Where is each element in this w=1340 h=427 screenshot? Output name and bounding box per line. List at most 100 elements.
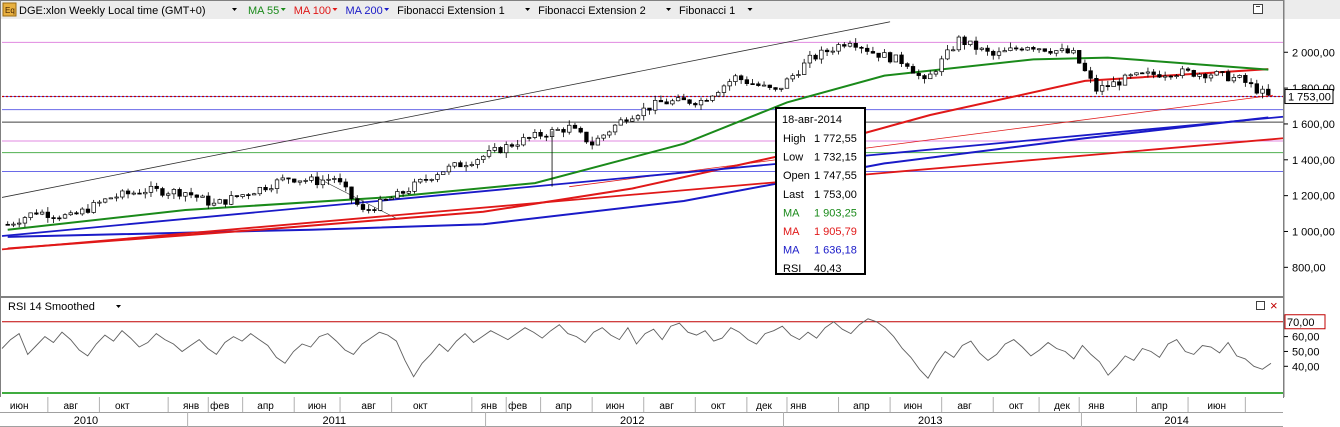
candle-body — [773, 87, 778, 90]
candle-body — [1151, 71, 1156, 75]
candle-body — [807, 54, 813, 64]
candle-body — [962, 36, 967, 45]
candle-body — [51, 217, 56, 219]
app-logo-icon — [2, 2, 17, 17]
month-label: авг — [957, 401, 972, 412]
candle-body — [378, 198, 383, 211]
candle-body — [160, 188, 165, 196]
candle-body — [693, 103, 698, 106]
candle-body — [887, 52, 893, 63]
candle-body — [635, 115, 641, 120]
rsi-dropdown-icon[interactable] — [116, 305, 121, 308]
y-tick-label: 1 000,00 — [1292, 226, 1335, 238]
candle-body — [790, 75, 795, 80]
candle-body — [704, 100, 709, 102]
candle-body — [257, 187, 262, 195]
candle-body — [779, 87, 784, 90]
candle-body — [452, 162, 457, 167]
candle-body — [355, 198, 360, 205]
candle-body — [148, 185, 154, 193]
candle-body — [337, 178, 343, 183]
y-tick-label: 1 400,00 — [1292, 155, 1335, 167]
candle-body — [1226, 71, 1231, 82]
maximize-price-panel-button[interactable] — [1253, 4, 1263, 14]
candle-body — [28, 212, 33, 218]
candle-body — [177, 189, 182, 197]
indicator-dropdown-icon — [525, 8, 531, 11]
candle-body — [544, 135, 549, 138]
symbol-dropdown-icon — [232, 8, 237, 11]
maximize-rsi-panel-button[interactable] — [1256, 301, 1265, 310]
month-label: апр — [257, 401, 274, 412]
month-label: окт — [413, 401, 428, 412]
time-x-axis: июн авг окт янв фев апр июн авг окт янв фев апр июн а… — [10, 397, 1246, 427]
candle-body — [1231, 77, 1237, 82]
candle-body — [939, 58, 944, 73]
month-label: апр — [853, 401, 870, 412]
candle-body — [1059, 48, 1065, 51]
candle-body — [813, 54, 818, 60]
candle-body — [57, 217, 62, 220]
candle-body — [664, 101, 669, 105]
candle-body — [475, 159, 480, 165]
tooltip-date: 18-авг-2014 — [782, 114, 842, 126]
year-label: 2013 — [918, 415, 942, 427]
candle-body — [1048, 50, 1053, 54]
ma100-line — [7, 68, 1269, 250]
price-candles — [5, 35, 1271, 228]
candle-body — [567, 124, 572, 133]
candle-body — [876, 52, 881, 58]
candle-body — [853, 43, 858, 48]
candle-body — [1002, 50, 1007, 53]
ma200-line — [7, 116, 1269, 238]
month-label: авг — [659, 401, 674, 412]
rsi-panel-title[interactable]: RSI 14 Smoothed — [8, 301, 95, 313]
candle-body — [521, 137, 526, 146]
tooltip-row-value: 1 903,25 — [814, 207, 857, 219]
year-label: 2012 — [620, 415, 644, 427]
candle-body — [1254, 83, 1259, 94]
month-label: авг — [63, 401, 78, 412]
candle-body — [819, 49, 824, 60]
candle-body — [555, 129, 560, 131]
close-rsi-panel-button[interactable]: × — [1270, 298, 1278, 313]
candle-body — [1036, 48, 1042, 51]
y-tick-label: 2 000,00 — [1292, 47, 1335, 59]
header-bar — [0, 0, 1340, 19]
month-label: июн — [606, 401, 625, 412]
candle-body — [590, 141, 595, 146]
month-label: апр — [555, 401, 572, 412]
candle-body — [1220, 71, 1225, 73]
candle-body — [429, 179, 434, 181]
candle-body — [578, 127, 583, 133]
candle-body — [1174, 75, 1179, 77]
year-label: 2010 — [74, 415, 98, 427]
candle-body — [945, 49, 950, 60]
month-label: фев — [508, 400, 527, 412]
candle-body — [349, 186, 354, 200]
candle-body — [1162, 75, 1168, 78]
candle-body — [1145, 71, 1151, 74]
candle-body — [1031, 47, 1036, 50]
candle-body — [675, 97, 681, 102]
candle-body — [1071, 50, 1076, 54]
tooltip-row-value: 1 636,18 — [814, 245, 857, 257]
candle-body — [68, 212, 73, 216]
candle-body — [859, 46, 864, 49]
candle-body — [114, 196, 119, 199]
candle-body — [492, 147, 497, 151]
candle-body — [171, 189, 177, 195]
candle-body — [687, 99, 692, 104]
candle-body — [1105, 85, 1110, 87]
candle-body — [458, 162, 463, 168]
candle-body — [1065, 48, 1070, 54]
candle-body — [39, 211, 45, 215]
candle-body — [836, 44, 841, 52]
candle-body — [469, 164, 474, 166]
candle-body — [166, 193, 171, 196]
data-tooltip: 18-авг-2014 High 1 772,55 Low 1 732,15 Open 1 … — [775, 107, 866, 275]
candle-body — [309, 176, 314, 181]
candle-body — [463, 165, 469, 168]
